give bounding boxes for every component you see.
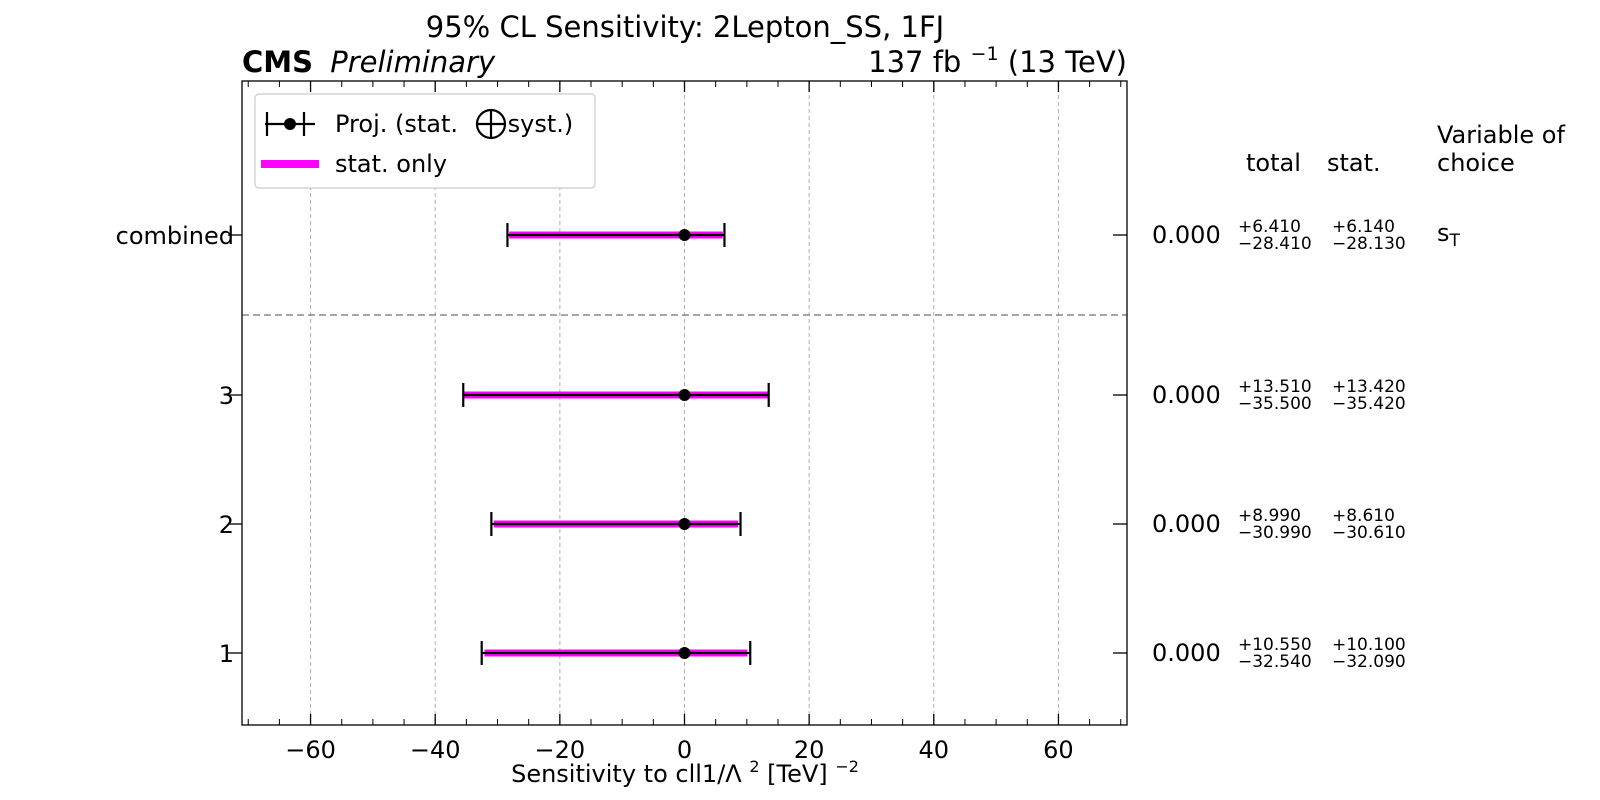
- central-value: 0.000: [1152, 510, 1221, 538]
- col-header-total: total: [1246, 149, 1301, 177]
- x-tick-label: −20: [535, 736, 586, 764]
- x-axis-label: Sensitivity to cll1/Λ 2 [TeV] −2: [511, 750, 859, 788]
- ticks-layer: −60 −40 −20 0 20 40 60 combined 3 2 1: [116, 81, 1127, 764]
- total-up-value: +10.550: [1238, 635, 1312, 655]
- legend: Proj. (stat. syst.) stat. only: [254, 93, 596, 189]
- x-axis-label-sq: 2: [749, 757, 759, 776]
- central-point: [678, 647, 691, 659]
- central-point: [678, 229, 691, 241]
- x-axis-label-main: Sensitivity to cll1/Λ: [511, 760, 742, 788]
- y-tick-label: 3: [219, 382, 234, 410]
- col-header-stat: stat.: [1327, 149, 1381, 177]
- legend-proj-post: syst.): [508, 110, 574, 138]
- y-tick-label: 1: [219, 640, 234, 668]
- experiment-label: CMS Preliminary: [242, 45, 496, 79]
- stat-up-value: +10.100: [1332, 635, 1406, 655]
- x-axis-label-unit: [TeV]: [767, 760, 828, 788]
- col-header-variable-1: Variable of: [1437, 121, 1565, 149]
- bars-layer: [462, 223, 770, 665]
- lumi-value: 137 fb: [868, 45, 961, 79]
- total-up-value: +8.990: [1238, 506, 1301, 526]
- lumi-energy: (13 TeV): [1008, 45, 1127, 79]
- experiment-name: CMS: [242, 45, 313, 79]
- rows-layer: 0.000 +6.410−28.410 +6.140−28.130 sT 0.000 +1…: [1152, 217, 1461, 672]
- stat-up-value: +13.420: [1332, 377, 1406, 397]
- stat-down-value: −30.610: [1332, 523, 1406, 543]
- variable-subscript: T: [1449, 231, 1461, 251]
- total-down-value: −32.540: [1238, 652, 1312, 672]
- central-point: [678, 518, 691, 530]
- experiment-status: Preliminary: [330, 45, 496, 79]
- stat-up-value: +6.140: [1332, 217, 1395, 237]
- x-tick-label: 40: [919, 736, 950, 764]
- variable-name: s: [1437, 219, 1450, 247]
- col-header-variable-2: choice: [1437, 149, 1515, 177]
- stat-up-value: +8.610: [1332, 506, 1395, 526]
- x-tick-label: −40: [410, 736, 461, 764]
- stat-down-value: −32.090: [1332, 652, 1406, 672]
- central-value: 0.000: [1152, 639, 1221, 667]
- legend-label-stat: stat. only: [335, 150, 447, 178]
- x-tick-label: 60: [1043, 736, 1074, 764]
- lumi-exponent: −1: [971, 43, 999, 65]
- y-tick-label: 2: [219, 511, 234, 539]
- legend-box: [254, 93, 596, 189]
- central-point: [678, 389, 691, 401]
- variable-of-choice: sT: [1437, 219, 1461, 251]
- x-tick-label: −60: [285, 736, 336, 764]
- y-tick-label: combined: [116, 222, 234, 250]
- total-up-value: +13.510: [1238, 377, 1312, 397]
- oplus-icon: [475, 108, 507, 140]
- total-down-value: −30.990: [1238, 523, 1312, 543]
- chart-title: 95% CL Sensitivity: 2Lepton_SS, 1FJ: [426, 10, 944, 44]
- central-value: 0.000: [1152, 221, 1221, 249]
- x-axis-label-exp: −2: [835, 757, 859, 776]
- legend-marker-proj: [265, 112, 315, 136]
- total-down-value: −28.410: [1238, 234, 1312, 254]
- total-down-value: −35.500: [1238, 394, 1312, 414]
- stat-down-value: −35.420: [1332, 394, 1406, 414]
- legend-proj-pre: Proj. (stat.: [335, 110, 458, 138]
- central-value: 0.000: [1152, 381, 1221, 409]
- lumi-label: 137 fb −1 (13 TeV): [868, 33, 1127, 79]
- x-tick-label: 20: [794, 736, 825, 764]
- x-tick-label: 0: [677, 736, 692, 764]
- legend-label-proj: Proj. (stat. syst.): [335, 110, 573, 138]
- total-up-value: +6.410: [1238, 217, 1301, 237]
- stat-down-value: −28.130: [1332, 234, 1406, 254]
